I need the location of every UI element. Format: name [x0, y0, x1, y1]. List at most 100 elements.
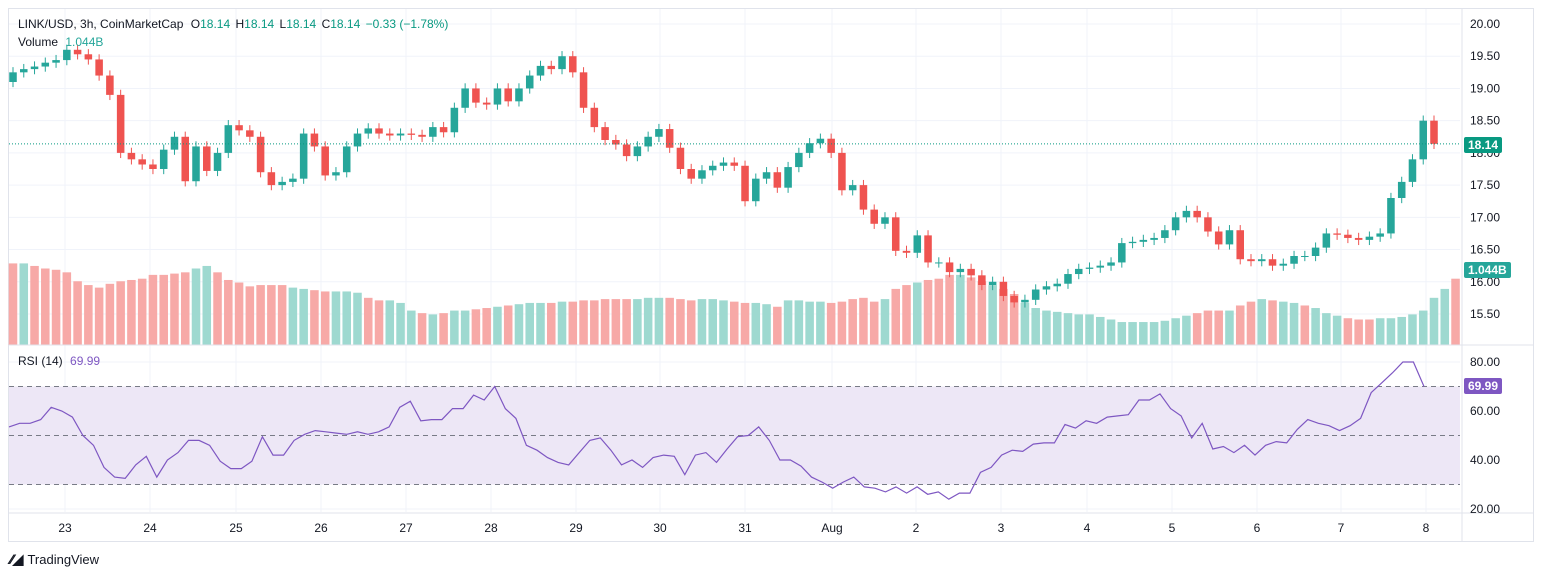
volume-bar — [1031, 308, 1040, 345]
volume-bar — [213, 272, 222, 345]
volume-bar — [869, 301, 879, 345]
volume-bar — [224, 279, 233, 345]
volume-bar — [794, 300, 804, 345]
candle-body — [515, 88, 523, 102]
high-value: 18.14 — [244, 17, 275, 31]
volume-bar — [633, 299, 642, 345]
candle-body — [622, 144, 631, 157]
price-candles — [9, 44, 1460, 308]
volume-bar — [8, 263, 18, 345]
rsi-legend: RSI (14) 69.99 — [18, 354, 100, 368]
candle-body — [1085, 267, 1094, 269]
volume-bar — [676, 299, 685, 345]
volume-bar — [310, 290, 319, 345]
candle-body — [364, 128, 373, 134]
volume-bar — [1451, 278, 1460, 345]
candle-body — [633, 146, 642, 157]
candle-body — [1074, 268, 1083, 275]
volume-bar — [848, 299, 857, 345]
candle-body — [525, 75, 534, 89]
volume-bar — [923, 279, 933, 345]
candle-body — [784, 167, 792, 188]
candle-body — [1128, 241, 1137, 244]
low-label: L — [279, 17, 287, 31]
candle-body — [1096, 265, 1105, 268]
candle-body — [838, 152, 846, 191]
candle-body — [1333, 233, 1341, 235]
candle-body — [504, 88, 512, 102]
volume-bar — [180, 272, 190, 345]
volume-bar — [41, 268, 50, 345]
rsi-tick-label: 20.00 — [1470, 502, 1500, 516]
candle-body — [569, 56, 577, 73]
volume-bar — [880, 299, 890, 345]
volume-bar — [805, 301, 814, 345]
volume-bar — [1052, 311, 1062, 345]
candle-body — [579, 72, 588, 108]
candle-body — [795, 152, 803, 168]
close-value: 18.14 — [330, 17, 361, 31]
candle-body — [407, 133, 416, 135]
candle-body — [332, 172, 340, 176]
candle-body — [95, 59, 103, 76]
candle-body — [999, 281, 1008, 296]
last-price-tag: 18.14 — [1464, 137, 1503, 153]
volume-bar — [1128, 322, 1137, 345]
volume-bar — [1085, 314, 1094, 345]
volume-bar — [988, 285, 997, 345]
candle-body — [224, 125, 233, 153]
volume-bar — [579, 300, 588, 345]
volume-bar — [751, 302, 761, 345]
last-rsi-tag: 69.99 — [1464, 378, 1503, 394]
candle-body — [1290, 256, 1298, 264]
candle-body — [558, 56, 566, 70]
time-tick-label: 24 — [143, 521, 157, 535]
volume-value: 1.044B — [65, 35, 104, 49]
candle-body — [859, 185, 868, 210]
volume-bar — [137, 278, 147, 345]
volume-bar — [277, 285, 287, 345]
time-tick-label: 26 — [314, 521, 328, 535]
volume-bar — [30, 265, 39, 345]
candle-body — [676, 147, 685, 169]
volume-bar — [1322, 313, 1331, 345]
candle-body — [375, 128, 383, 134]
tradingview-logo[interactable]: ⁄⁄⁠◢ TradingView — [10, 551, 99, 568]
candle-body — [1430, 120, 1438, 144]
candle-body — [1214, 231, 1223, 245]
volume-bar — [740, 302, 750, 345]
candle-body — [1376, 233, 1384, 237]
candle-body — [1397, 181, 1406, 198]
high-label: H — [235, 17, 245, 31]
price-tick-label: 20.00 — [1470, 17, 1500, 31]
price-tick-label: 19.50 — [1470, 49, 1500, 63]
volume-bar — [1042, 310, 1051, 345]
candle-body — [353, 133, 362, 147]
volume-bar — [439, 313, 448, 345]
volume-bar — [1235, 305, 1245, 345]
candle-body — [246, 130, 254, 137]
candle-body — [590, 107, 599, 128]
candle-body — [698, 170, 706, 179]
last-volume-tag: 1.044B — [1464, 262, 1511, 278]
volume-bar — [956, 274, 965, 345]
candle-body — [687, 169, 695, 179]
volume-bar — [686, 300, 696, 345]
candle-body — [73, 49, 82, 55]
volume-bar — [202, 265, 212, 345]
candle-body — [1010, 295, 1018, 303]
candle-body — [1268, 259, 1277, 266]
candle-body — [149, 164, 157, 169]
volume-bar — [611, 299, 621, 345]
volume-bar — [1365, 319, 1374, 345]
candle-body — [870, 209, 878, 224]
candle-body — [127, 152, 136, 160]
volume-bar — [62, 272, 72, 345]
candle-body — [1064, 274, 1072, 284]
volume-bar — [1386, 318, 1396, 345]
candle-body — [1031, 289, 1040, 300]
time-tick-label: 23 — [58, 521, 72, 535]
time-tick-label: 3 — [998, 521, 1005, 535]
volume-bar — [568, 301, 578, 345]
candle-body — [41, 62, 50, 67]
